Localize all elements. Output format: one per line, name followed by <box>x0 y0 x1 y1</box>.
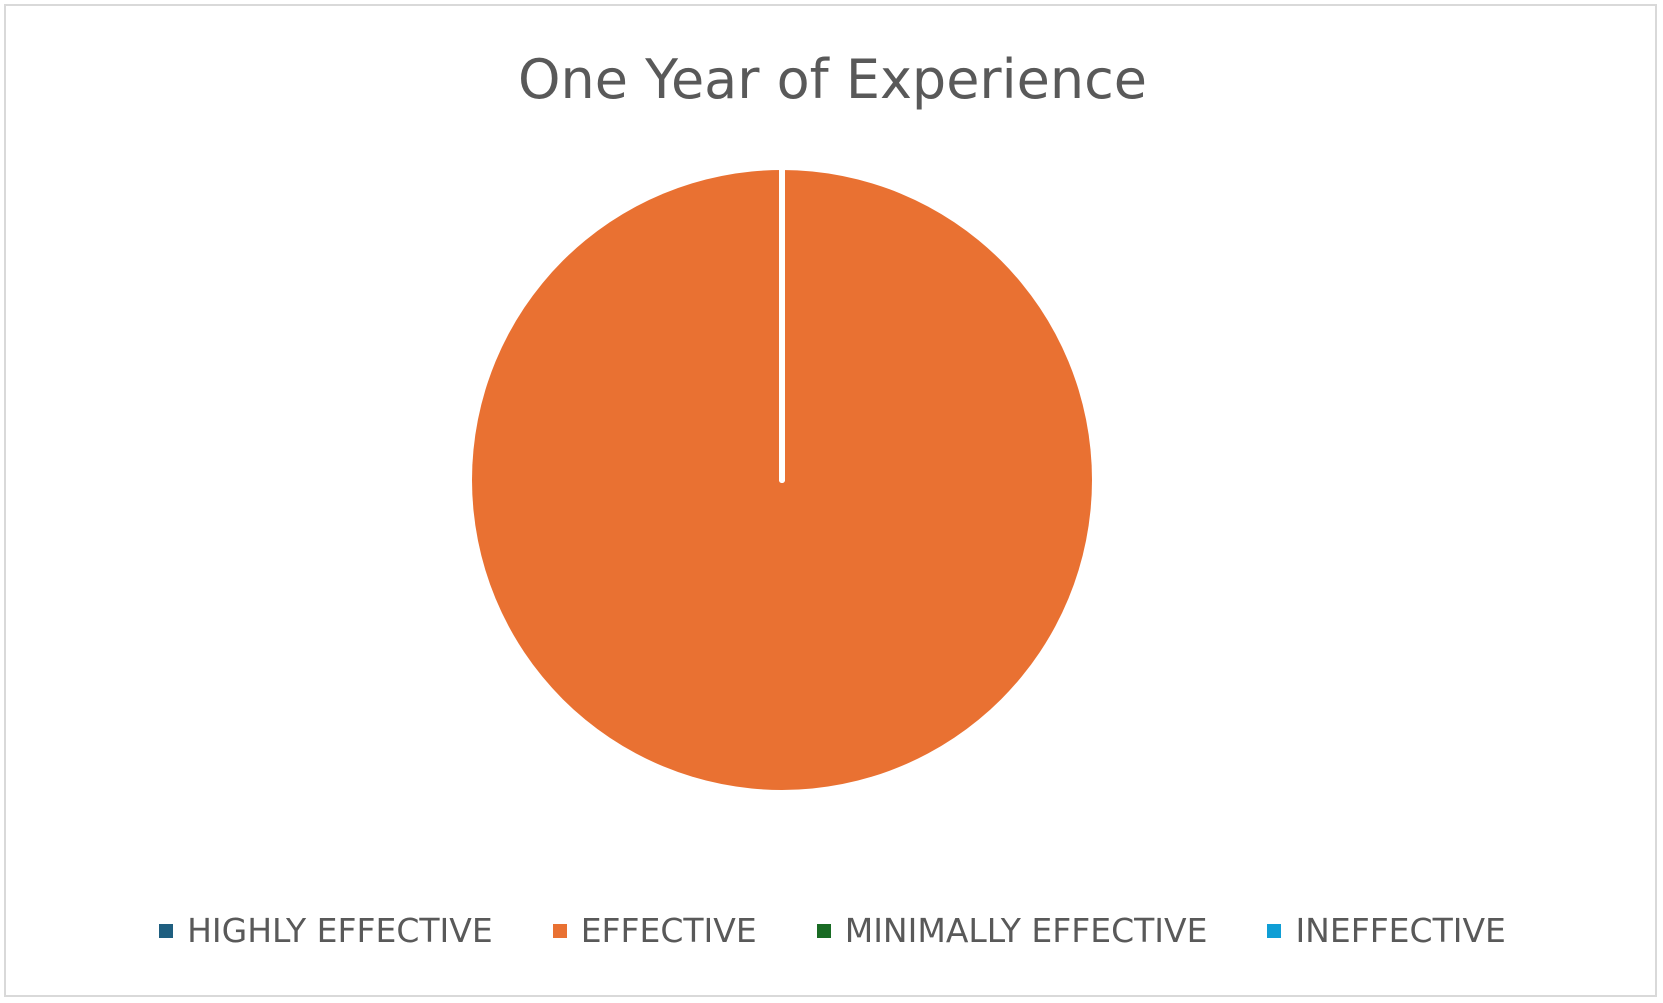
legend-label: HIGHLY EFFECTIVE <box>187 911 493 950</box>
legend-label: MINIMALLY EFFECTIVE <box>844 911 1208 950</box>
legend: HIGHLY EFFECTIVE EFFECTIVE MINIMALLY EFFEC… <box>6 911 1659 950</box>
legend-item-highly-effective: HIGHLY EFFECTIVE <box>159 911 493 950</box>
legend-label: INEFFECTIVE <box>1295 911 1506 950</box>
legend-item-ineffective: INEFFECTIVE <box>1267 911 1506 950</box>
legend-item-minimally-effective: MINIMALLY EFFECTIVE <box>816 911 1208 950</box>
chart-frame: One Year of Experience HIGHLY EFFECTIVE E… <box>4 4 1657 997</box>
legend-swatch <box>159 923 174 938</box>
chart-title: One Year of Experience <box>518 48 1147 111</box>
legend-item-effective: EFFECTIVE <box>552 911 757 950</box>
pie-chart <box>472 167 1092 790</box>
legend-swatch <box>816 923 831 938</box>
legend-swatch <box>552 923 567 938</box>
legend-label: EFFECTIVE <box>580 911 757 950</box>
legend-swatch <box>1267 923 1282 938</box>
